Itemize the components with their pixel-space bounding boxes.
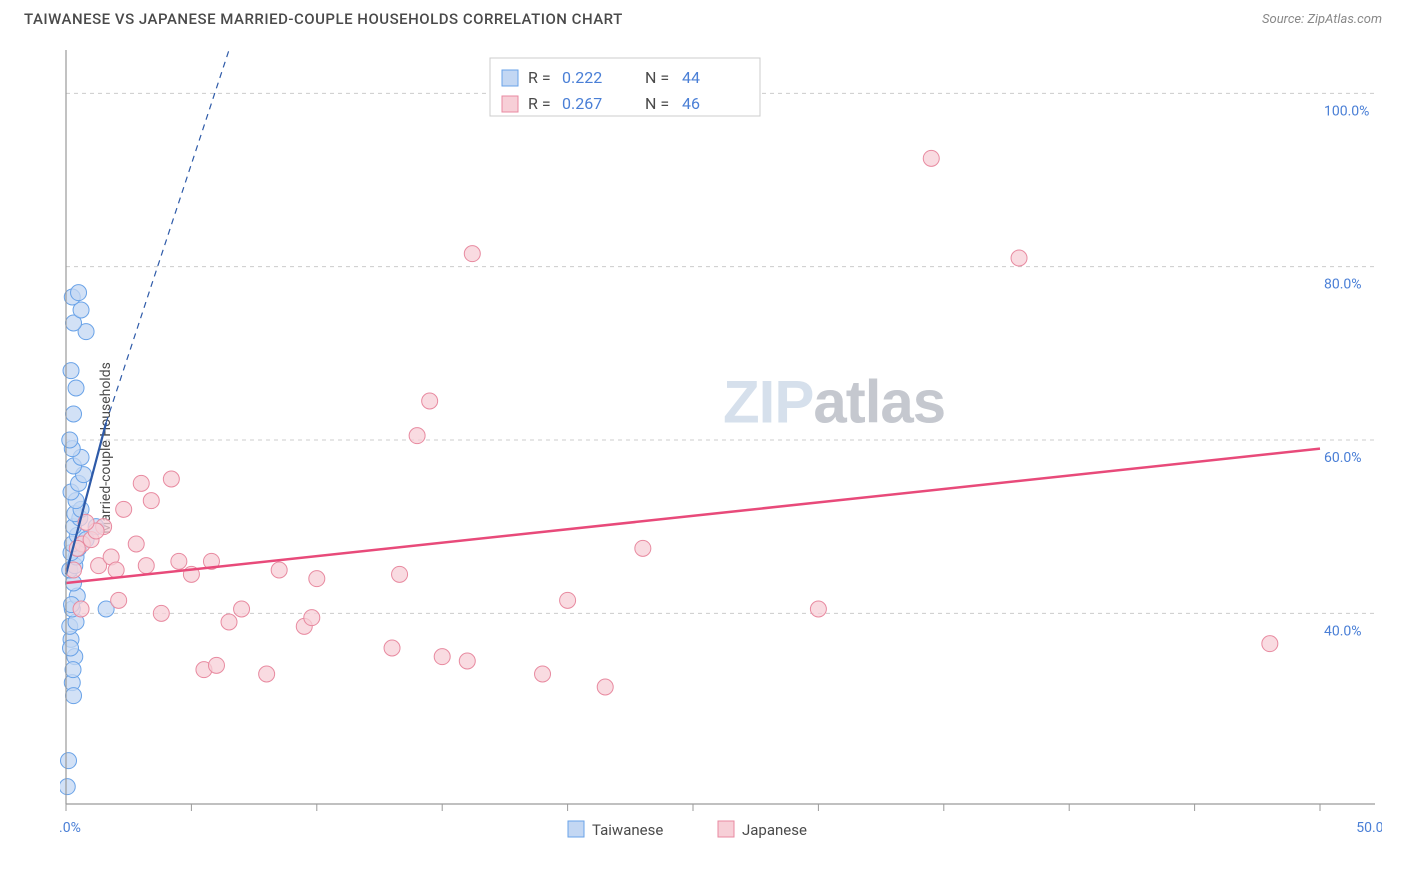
chart-title: TAIWANESE VS JAPANESE MARRIED-COUPLE HOU… — [24, 10, 623, 28]
scatter-point-japanese — [597, 679, 613, 695]
stats-r-label: R = — [528, 94, 551, 113]
source-label: Source: ZipAtlas.com — [1262, 12, 1382, 27]
scatter-point-japanese — [304, 610, 320, 626]
x-tick-label: 0.0% — [60, 820, 81, 836]
scatter-point-japanese — [128, 536, 144, 552]
x-tick-label: 50.0% — [1356, 820, 1382, 836]
stats-r-value: 0.267 — [562, 94, 602, 113]
scatter-point-japanese — [271, 562, 287, 578]
scatter-point-japanese — [392, 566, 408, 582]
legend-swatch — [718, 821, 734, 837]
stats-n-value: 44 — [682, 68, 700, 87]
chart-container: Married-couple Households 40.0%60.0%80.0… — [24, 44, 1382, 852]
scatter-point-japanese — [635, 540, 651, 556]
legend-label: Taiwanese — [592, 821, 663, 839]
scatter-point-taiwanese — [62, 432, 78, 448]
scatter-point-japanese — [384, 640, 400, 656]
y-tick-label: 40.0% — [1324, 623, 1362, 639]
scatter-point-taiwanese — [63, 640, 79, 656]
scatter-point-japanese — [138, 558, 154, 574]
scatter-point-taiwanese — [61, 753, 77, 769]
scatter-point-japanese — [535, 666, 551, 682]
scatter-point-japanese — [221, 614, 237, 630]
stats-swatch — [502, 96, 518, 112]
scatter-point-japanese — [422, 393, 438, 409]
trend-line-japanese — [66, 449, 1320, 583]
scatter-point-japanese — [111, 592, 127, 608]
scatter-point-japanese — [259, 666, 275, 682]
stats-n-label: N = — [645, 68, 669, 87]
legend-label: Japanese — [742, 821, 807, 839]
scatter-point-japanese — [108, 562, 124, 578]
scatter-point-japanese — [409, 428, 425, 444]
watermark: ZIPatlas — [723, 369, 945, 436]
scatter-point-japanese — [73, 601, 89, 617]
scatter-point-japanese — [434, 649, 450, 665]
stats-n-value: 46 — [682, 94, 700, 113]
scatter-point-japanese — [309, 571, 325, 587]
scatter-point-taiwanese — [66, 406, 82, 422]
scatter-point-japanese — [560, 592, 576, 608]
scatter-point-japanese — [116, 501, 132, 517]
scatter-point-japanese — [153, 605, 169, 621]
scatter-point-japanese — [810, 601, 826, 617]
scatter-point-taiwanese — [66, 688, 82, 704]
scatter-point-japanese — [234, 601, 250, 617]
scatter-point-japanese — [133, 475, 149, 491]
y-tick-label: 100.0% — [1324, 103, 1369, 119]
legend-swatch — [568, 821, 584, 837]
y-tick-label: 80.0% — [1324, 277, 1362, 293]
scatter-point-japanese — [459, 653, 475, 669]
scatter-point-japanese — [923, 150, 939, 166]
stats-r-value: 0.222 — [562, 68, 602, 87]
y-tick-label: 60.0% — [1324, 450, 1362, 466]
scatter-point-japanese — [143, 493, 159, 509]
scatter-point-japanese — [464, 246, 480, 262]
stats-r-label: R = — [528, 68, 551, 87]
stats-n-label: N = — [645, 94, 669, 113]
scatter-point-japanese — [208, 657, 224, 673]
scatter-point-taiwanese — [65, 662, 81, 678]
scatter-point-taiwanese — [71, 285, 87, 301]
scatter-point-japanese — [171, 553, 187, 569]
scatter-point-taiwanese — [60, 779, 75, 795]
scatter-point-taiwanese — [68, 380, 84, 396]
scatter-point-japanese — [163, 471, 179, 487]
scatter-point-japanese — [1011, 250, 1027, 266]
trend-line-dashed-taiwanese — [106, 50, 229, 423]
scatter-point-japanese — [1262, 636, 1278, 652]
stats-swatch — [502, 70, 518, 86]
header: TAIWANESE VS JAPANESE MARRIED-COUPLE HOU… — [0, 0, 1406, 36]
scatter-plot: 40.0% 60.0% 80.0% 100.0% ZIPatlas 0.0% 50.0% R … — [60, 44, 1382, 852]
